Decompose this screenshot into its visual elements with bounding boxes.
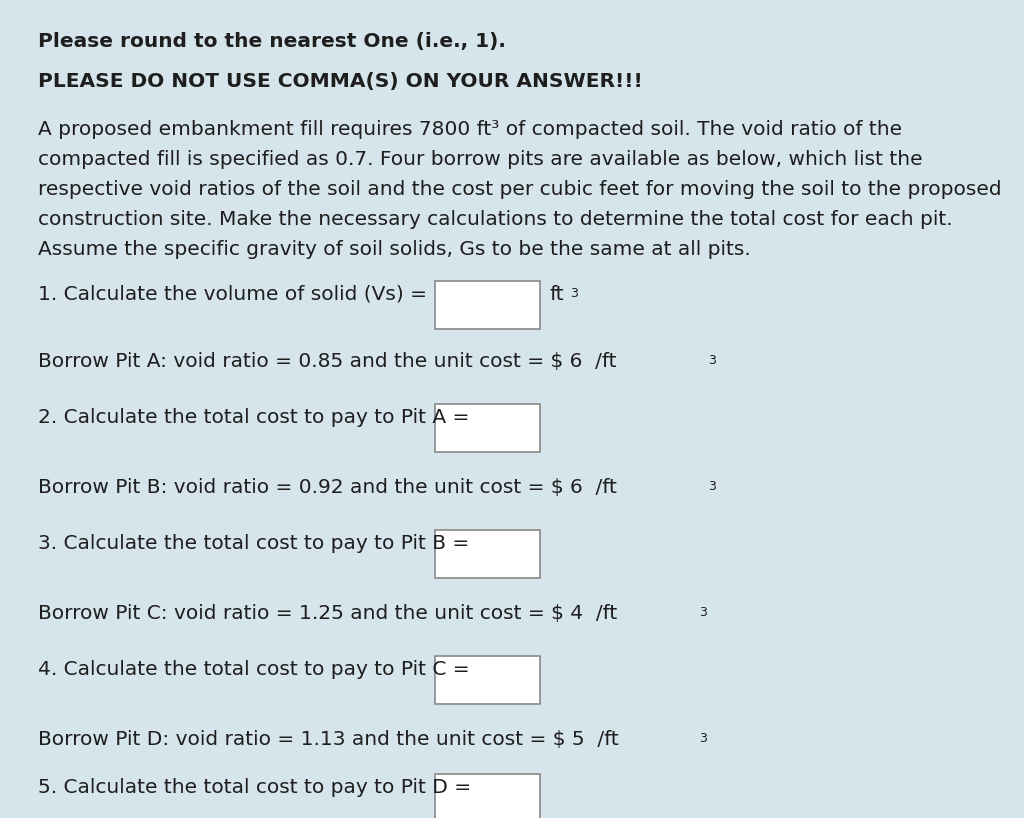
Text: Assume the specific gravity of soil solids, Gs to be the same at all pits.: Assume the specific gravity of soil soli… bbox=[38, 240, 751, 259]
Text: 2. Calculate the total cost to pay to Pit A =: 2. Calculate the total cost to pay to Pi… bbox=[38, 408, 469, 427]
FancyBboxPatch shape bbox=[435, 656, 540, 704]
FancyBboxPatch shape bbox=[435, 530, 540, 578]
Text: Please round to the nearest One (i.e., 1).: Please round to the nearest One (i.e., 1… bbox=[38, 32, 506, 51]
Text: respective void ratios of the soil and the cost per cubic feet for moving the so: respective void ratios of the soil and t… bbox=[38, 180, 1001, 199]
Text: 4. Calculate the total cost to pay to Pit C =: 4. Calculate the total cost to pay to Pi… bbox=[38, 660, 470, 679]
FancyBboxPatch shape bbox=[435, 404, 540, 452]
Text: construction site. Make the necessary calculations to determine the total cost f: construction site. Make the necessary ca… bbox=[38, 210, 952, 229]
Text: 3: 3 bbox=[708, 354, 716, 367]
Text: 3: 3 bbox=[570, 287, 578, 300]
Text: A proposed embankment fill requires 7800 ft³ of compacted soil. The void ratio o: A proposed embankment fill requires 7800… bbox=[38, 120, 902, 139]
Text: Borrow Pit C: void ratio = 1.25 and the unit cost = $ 4  /ft: Borrow Pit C: void ratio = 1.25 and the … bbox=[38, 604, 617, 623]
Text: PLEASE DO NOT USE COMMA(S) ON YOUR ANSWER!!!: PLEASE DO NOT USE COMMA(S) ON YOUR ANSWE… bbox=[38, 72, 643, 91]
Text: 3: 3 bbox=[708, 480, 716, 493]
Text: Borrow Pit B: void ratio = 0.92 and the unit cost = $ 6  /ft: Borrow Pit B: void ratio = 0.92 and the … bbox=[38, 478, 616, 497]
Text: 1. Calculate the volume of solid (Vs) =: 1. Calculate the volume of solid (Vs) = bbox=[38, 285, 427, 304]
Text: 3: 3 bbox=[699, 732, 707, 745]
Text: 3: 3 bbox=[699, 606, 707, 619]
Text: Borrow Pit D: void ratio = 1.13 and the unit cost = $ 5  /ft: Borrow Pit D: void ratio = 1.13 and the … bbox=[38, 730, 618, 749]
Text: compacted fill is specified as 0.7. Four borrow pits are available as below, whi: compacted fill is specified as 0.7. Four… bbox=[38, 150, 923, 169]
Text: ft: ft bbox=[550, 285, 564, 304]
FancyBboxPatch shape bbox=[435, 281, 540, 329]
Text: 5. Calculate the total cost to pay to Pit D =: 5. Calculate the total cost to pay to Pi… bbox=[38, 778, 471, 797]
Text: 3. Calculate the total cost to pay to Pit B =: 3. Calculate the total cost to pay to Pi… bbox=[38, 534, 469, 553]
FancyBboxPatch shape bbox=[435, 774, 540, 818]
Text: Borrow Pit A: void ratio = 0.85 and the unit cost = $ 6  /ft: Borrow Pit A: void ratio = 0.85 and the … bbox=[38, 352, 616, 371]
